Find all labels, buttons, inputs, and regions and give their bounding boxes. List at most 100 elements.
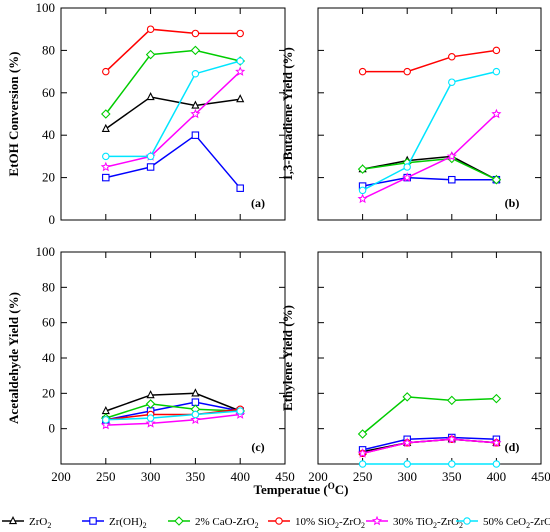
y-tick-label: 80 [42,42,55,57]
data-point [235,66,246,76]
legend-marker [89,517,97,525]
y-tick-label: 100 [36,0,56,15]
data-point [145,49,156,60]
data-point [491,174,502,185]
series-line [362,155,497,181]
data-point [447,395,457,406]
data-point [357,429,368,439]
y-tick-label: 100 [36,244,56,259]
y-tick-label: 20 [42,170,55,185]
series-line [105,410,241,421]
data-point [492,46,501,55]
y-tick-label: 80 [42,279,55,294]
data-point [236,29,244,38]
y-tick-label: 60 [42,315,55,330]
data-point [191,100,200,109]
panel-d: 200 250 300 350 400 450 Ethylene Yield (%) (d) [280,251,550,484]
series-30-tio2-zro2 [357,108,502,204]
series-10-sio2-zro2 [102,405,244,424]
x-tick-label: 350 [186,469,206,484]
plot-frame [317,7,542,221]
data-point [236,94,245,103]
data-point [236,184,244,192]
plot-frame [317,251,542,465]
data-point [491,393,502,404]
data-point [403,67,411,76]
panel-label: (c) [251,440,264,454]
legend-label: 10% SiO2-ZrO2 [295,516,365,530]
legend-item: ZrO2 [2,515,51,530]
data-point [403,163,411,171]
data-point [491,437,502,448]
x-tick-label: 250 [353,469,373,484]
y-tick-label: 40 [42,350,55,365]
data-point [102,67,110,76]
series-line [105,413,241,426]
y-tick-label: 40 [42,127,55,142]
data-point [402,392,412,402]
data-point [358,460,367,468]
x-tick-label: 200 [308,469,328,484]
series-50-ceo2-zro2 [102,407,244,424]
y-axis-label: 1,3-Butadiene Yield (%) [280,47,295,181]
data-point [357,164,368,174]
data-point [191,29,200,38]
legend-item: Zr(OH)2 [82,516,147,530]
legend-marker [174,516,184,526]
data-point [102,152,110,161]
x-axis-label: Temperatue (OC) [254,481,349,497]
series-line [105,60,241,158]
data-point [402,172,413,182]
panel-label: (d) [505,440,520,454]
legend-item: 30% TiO2-ZrO2 [366,515,463,530]
series-10-sio2-zro2 [358,46,501,76]
legend-item: 50% CeO2-ZrO2 [456,516,550,530]
plot-frame [60,7,286,221]
legend-marker [8,515,18,525]
data-point [191,398,200,406]
series-line [105,392,241,412]
series-zr-oh-2 [358,433,501,454]
legend-label: 50% CeO2-ZrO2 [483,516,550,530]
legend-marker [463,517,471,525]
series-2-cao-zro2 [101,45,245,119]
data-point [357,448,368,458]
series-line [362,396,497,435]
data-point [102,416,110,424]
panel-b: 1,3-Butadiene Yield (%) (b) [280,7,542,221]
data-point [190,414,201,425]
data-point [446,433,457,444]
series-line [105,28,241,73]
y-tick-label: 20 [42,385,55,400]
y-axis-label: Acetaldehyde Yield (%) [6,292,21,424]
x-tick-label: 200 [51,469,71,484]
series-line [105,71,241,168]
y-axis-label: Ethylene Yield (%) [280,305,295,411]
data-point [146,92,155,101]
legend-label: Zr(OH)2 [109,516,147,530]
series-line [105,49,241,115]
series-line [362,176,497,187]
x-tick-label: 300 [397,469,417,484]
data-point [145,418,156,428]
data-point [102,173,110,182]
data-point [448,78,456,86]
legend: ZrO2 Zr(OH)2 2% CaO-ZrO2 10% SiO2-ZrO2 30% T… [2,515,550,530]
data-point [100,419,111,430]
data-point [146,414,155,422]
plot-frame [60,251,286,465]
data-point [492,460,501,468]
data-point [448,175,456,184]
series-line [362,436,497,451]
data-point [402,437,413,448]
series-10-sio2-zro2 [102,25,244,76]
series-zr-oh-2 [358,173,501,190]
y-tick-label: 0 [49,421,56,436]
x-tick-label: 450 [531,469,550,484]
data-point [491,108,502,119]
series-line [362,438,497,455]
data-point [191,410,200,419]
data-point [448,53,456,61]
series-50-ceo2-zro2 [358,460,501,468]
data-point [191,388,200,397]
